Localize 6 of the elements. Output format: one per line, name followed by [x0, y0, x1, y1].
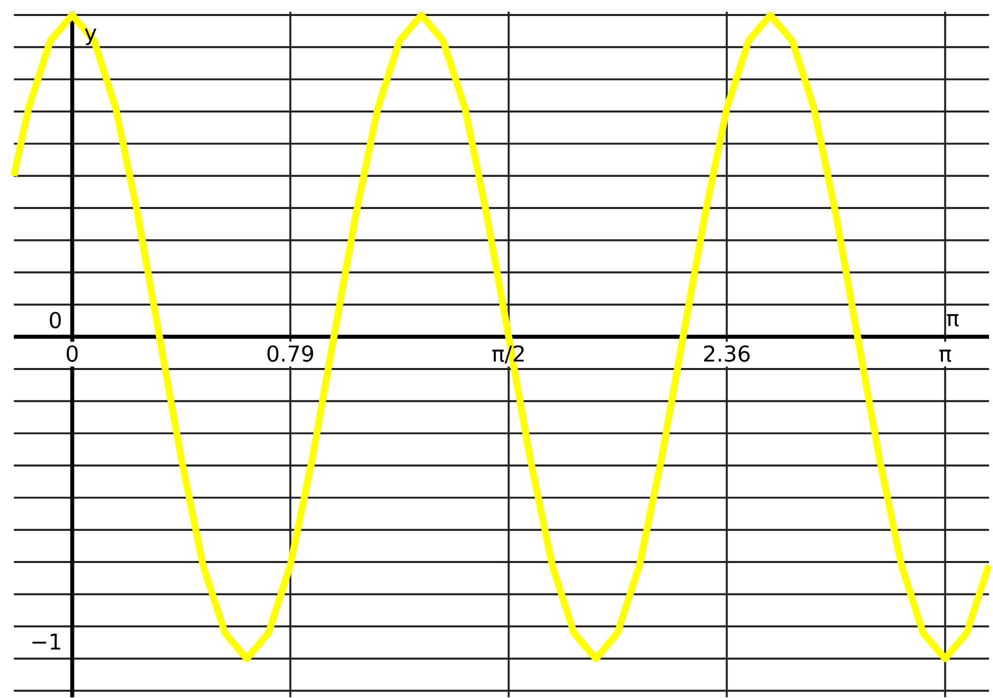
y-tick-label: −1 — [30, 630, 62, 656]
x-tick-label: π — [938, 342, 952, 368]
x-tick-label: 2.36 — [702, 342, 752, 368]
x-tick-label: 0.79 — [266, 342, 315, 368]
annotation: π — [946, 306, 960, 332]
x-tick-label: 0 — [65, 342, 80, 368]
